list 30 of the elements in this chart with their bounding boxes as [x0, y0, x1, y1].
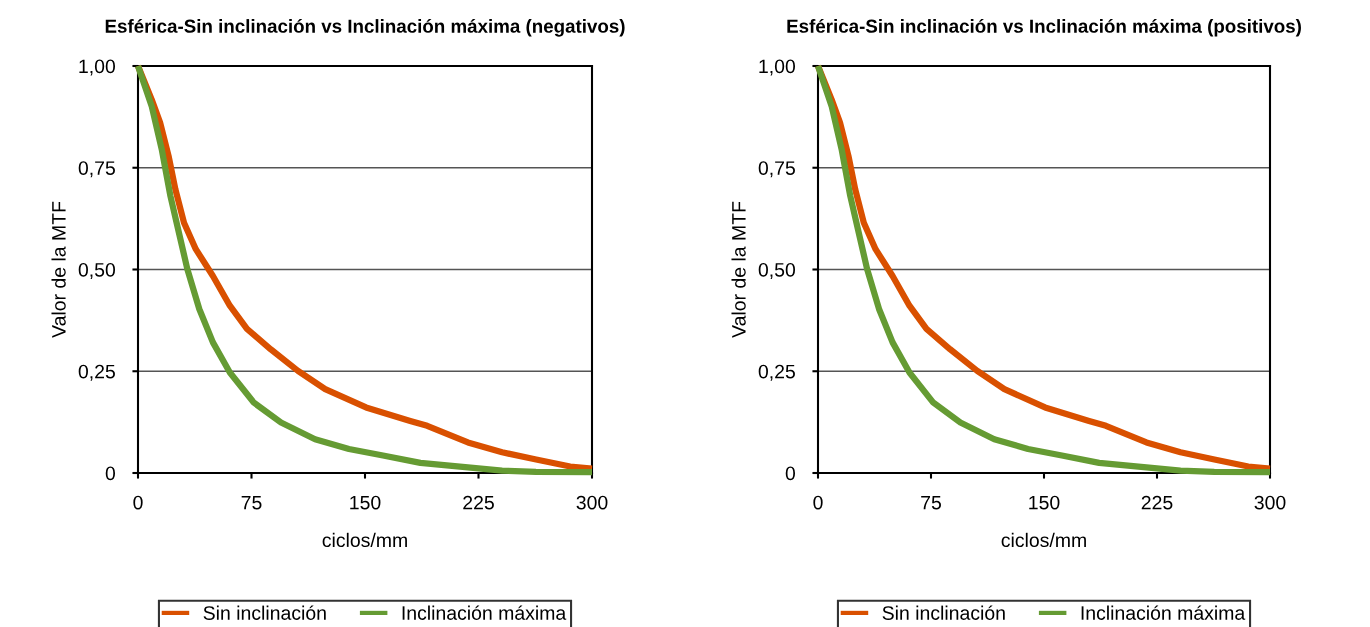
y-axis-title: Valor de la MTF — [51, 201, 66, 338]
x-tick-label: 300 — [1254, 495, 1286, 510]
x-tick-label: 0 — [133, 495, 143, 510]
x-tick-label: 75 — [921, 495, 941, 510]
x-tick-label: 225 — [463, 495, 494, 510]
chart-title: Esférica-Sin inclinación vs Inclinación máxima (negativos) — [105, 18, 625, 37]
legend-label: Sin inclinación — [882, 605, 1005, 620]
y-tick-label: 0,25 — [78, 364, 115, 381]
chart-title: Esférica-Sin inclinación vs Inclinación máxima (positivos) — [787, 18, 1301, 37]
y-tick-label: 0,50 — [78, 262, 116, 280]
legend-label: Sin inclinación — [203, 605, 326, 620]
x-tick-label: 225 — [1141, 495, 1173, 510]
y-tick-label: 0 — [785, 466, 796, 481]
y-tick-label: 1,00 — [759, 59, 796, 76]
legend-label: Inclinación máxima — [1081, 605, 1246, 620]
y-tick-label: 0,75 — [78, 161, 115, 178]
y-tick-label: 0,75 — [758, 161, 795, 178]
x-tick-label: 150 — [350, 495, 381, 510]
y-tick-label: 1,00 — [79, 59, 116, 76]
x-axis-title: ciclos/mm — [1001, 532, 1086, 548]
x-axis-title: ciclos/mm — [322, 532, 407, 548]
y-axis-title: Valor de la MTF — [731, 201, 746, 338]
x-tick-label: 300 — [576, 495, 608, 510]
y-tick-label: 0,25 — [758, 364, 795, 381]
y-tick-label: 0,50 — [758, 262, 796, 280]
legend-label: Inclinación máxima — [402, 605, 567, 620]
x-tick-label: 0 — [813, 495, 823, 510]
x-tick-label: 75 — [241, 495, 262, 510]
x-tick-label: 150 — [1029, 495, 1060, 510]
y-tick-label: 0 — [105, 466, 116, 481]
